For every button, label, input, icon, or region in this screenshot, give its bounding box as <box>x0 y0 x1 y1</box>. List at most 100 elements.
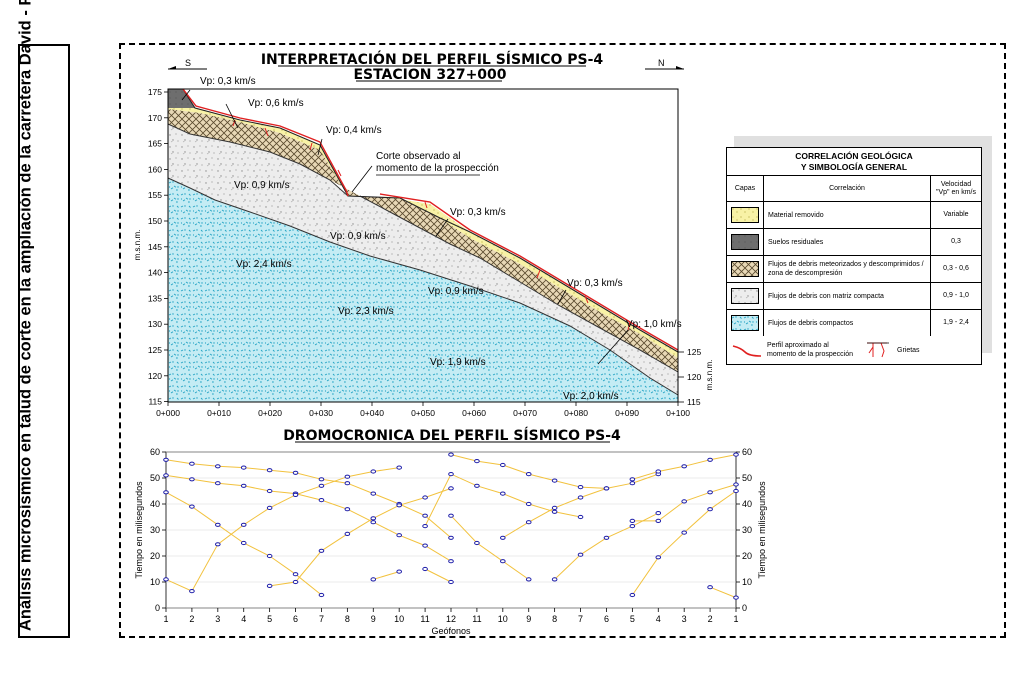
dromo-series-line <box>165 459 452 539</box>
dromo-point <box>215 481 221 486</box>
legend-row: Material removido Variable <box>727 202 981 229</box>
x-tick-label: 0+040 <box>360 408 384 418</box>
dromo-y-tick-label: 50 <box>150 473 160 483</box>
legend-row-label: Flujos de debris compactos <box>764 310 931 336</box>
dromo-point <box>603 486 610 491</box>
dromo-point <box>525 501 532 507</box>
dromo-point <box>603 535 610 540</box>
legend-swatch <box>731 234 759 250</box>
main-frame <box>119 43 1006 638</box>
dromo-point <box>292 572 299 577</box>
dromo-x-tick-label: 7 <box>319 614 324 624</box>
dromo-point <box>396 503 402 508</box>
dromo-point <box>422 543 428 548</box>
dromo-x-tick-label: 2 <box>189 614 194 624</box>
dromo-point <box>344 531 351 537</box>
dromo-markers <box>163 452 739 600</box>
north-label: N <box>658 58 665 68</box>
legend-swatch <box>731 315 759 331</box>
dromo-point <box>707 507 713 512</box>
velocity-label: Vp: 1,0 km/s <box>626 319 682 330</box>
dromo-point <box>318 483 325 488</box>
dromo-point <box>525 472 532 477</box>
dromo-y-tick-label: 20 <box>150 551 160 561</box>
dromo-y-tick-label-right: 20 <box>742 551 752 561</box>
legend-rows: Material removido Variable Suelos residual… <box>727 202 981 336</box>
dromo-point <box>707 585 713 590</box>
dromo-point <box>551 509 558 514</box>
dromo-x-tick-label: 11 <box>420 614 429 624</box>
dromo-x-tick-label: 6 <box>604 614 609 624</box>
legend-title: CORRELACIÓN GEOLÓGICA Y SIMBOLOGÍA GENERA… <box>727 148 981 176</box>
dromo-y-label-right: Tiempo en milisegundos <box>757 481 767 579</box>
dromo-point <box>733 595 739 600</box>
dromo-point <box>370 520 377 525</box>
dromo-point <box>655 510 662 516</box>
dromo-x-tick-label: 9 <box>371 614 376 624</box>
velocity-label: Vp: 0,3 km/s <box>450 207 506 218</box>
dromo-series-line <box>450 515 529 580</box>
legend-cracks-label: Grietas <box>897 346 920 354</box>
dromo-y-tick-label: 0 <box>155 603 160 613</box>
velocity-label: Vp: 0,3 km/s <box>200 76 256 87</box>
x-tick-label: 0+080 <box>564 408 588 418</box>
right-axis: 125 120 115 <box>678 347 701 407</box>
dromo-point <box>474 540 480 546</box>
dromo-point <box>733 482 739 487</box>
dromo-point <box>240 465 247 470</box>
dromo-point <box>318 477 325 482</box>
dromo-point <box>707 490 713 495</box>
velocity-label: Vp: 2,0 km/s <box>563 391 619 402</box>
dromo-point <box>396 569 402 574</box>
approx-profile-line <box>182 88 679 351</box>
dromo-y-tick-label-right: 50 <box>742 473 752 483</box>
dromo-x-tick-label: 5 <box>267 614 272 624</box>
left-tick-label: 160 <box>148 164 162 174</box>
dromo-point <box>344 481 351 486</box>
velocity-label: Vp: 2,3 km/s <box>338 306 394 317</box>
dromo-point <box>266 505 273 510</box>
legend-swatch-cell <box>727 229 764 255</box>
velocity-label: Vp: 0,3 km/s <box>567 278 623 289</box>
dromo-y-tick-label: 30 <box>150 525 160 535</box>
dromo-series-line <box>165 467 400 592</box>
legend-row-velocity: 0,3 <box>951 238 961 245</box>
legend-swatch <box>731 261 759 277</box>
dromo-point <box>448 472 454 477</box>
north-arrow-icon <box>645 66 684 70</box>
dromo-point <box>189 477 195 482</box>
dromo-point <box>525 577 532 582</box>
boundary-compact <box>167 177 679 396</box>
dromo-point <box>344 474 351 479</box>
cracks-icon <box>232 119 631 331</box>
dromo-point <box>240 483 247 488</box>
bottom-axis: 0+000 0+010 0+020 0+030 0+040 0+050 0+060 0+070… <box>156 402 690 418</box>
legend-footer: Perfil aproximado al momento de la prospe… <box>727 336 981 364</box>
x-tick-label: 0+100 <box>666 408 690 418</box>
left-tick-label: 155 <box>148 190 162 200</box>
dromo-y-tick-label: 60 <box>150 447 160 457</box>
dromo-point <box>422 513 428 518</box>
dromo-point <box>733 488 739 494</box>
legend-swatch <box>731 288 759 304</box>
legend-swatch-cell <box>727 256 764 282</box>
dromo-series-line <box>631 490 737 596</box>
left-tick-label: 120 <box>148 371 162 381</box>
dromo-point <box>370 516 377 521</box>
legend-header-correlation: Correlación <box>764 176 931 201</box>
legend-header-layers: Capas <box>727 176 764 201</box>
dromo-point <box>292 470 299 475</box>
dromo-x-tick-label: 11 <box>472 614 481 624</box>
legend-row: Suelos residuales 0,3 <box>727 229 981 256</box>
dromo-y-tick-label-right: 60 <box>742 447 752 457</box>
dromo-point <box>577 514 584 520</box>
velocity-label: Vp: 0,9 km/s <box>428 286 484 297</box>
dromo-y-tick-label-right: 0 <box>742 603 747 613</box>
dromo-point <box>163 577 169 582</box>
legend-swatch-cell <box>727 310 764 336</box>
dromo-series-line <box>709 586 737 599</box>
cracks-legend-icon <box>867 342 889 358</box>
dromo-point <box>577 485 584 490</box>
profile-title: INTERPRETACIÓN DEL PERFIL SÍSMICO PS-4 <box>261 50 604 68</box>
